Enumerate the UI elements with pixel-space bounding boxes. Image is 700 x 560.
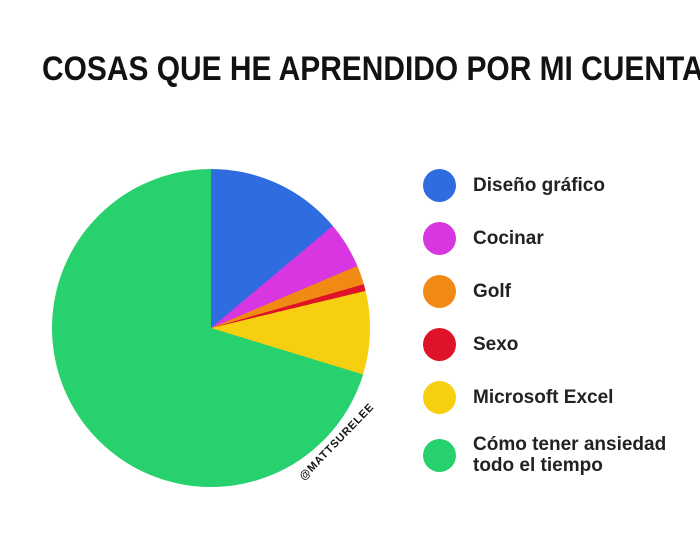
legend: Diseño gráfico Cocinar Golf Sexo Microso… xyxy=(423,169,685,496)
legend-label: Golf xyxy=(473,281,511,302)
legend-color-dot-icon xyxy=(423,169,456,202)
legend-color-dot-icon xyxy=(423,438,456,472)
legend-color-dot-icon xyxy=(423,328,456,361)
legend-item: Sexo xyxy=(423,328,685,361)
legend-item: Microsoft Excel xyxy=(423,381,685,414)
legend-color-dot-icon xyxy=(423,275,456,308)
pie-chart xyxy=(52,169,370,487)
legend-label: Diseño gráfico xyxy=(473,175,605,196)
legend-item: Golf xyxy=(423,275,685,308)
legend-label: Cocinar xyxy=(473,228,544,249)
legend-label: Microsoft Excel xyxy=(473,387,614,408)
legend-item: Cómo tener ansiedad todo el tiempo xyxy=(423,434,685,476)
legend-item: Diseño gráfico xyxy=(423,169,685,202)
legend-color-dot-icon xyxy=(423,381,456,414)
legend-color-dot-icon xyxy=(423,222,456,255)
legend-label: Cómo tener ansiedad todo el tiempo xyxy=(473,434,667,476)
legend-item: Cocinar xyxy=(423,222,685,255)
legend-label: Sexo xyxy=(473,334,519,355)
page-title: COSAS QUE HE APRENDIDO POR MI CUENTA xyxy=(42,50,700,88)
